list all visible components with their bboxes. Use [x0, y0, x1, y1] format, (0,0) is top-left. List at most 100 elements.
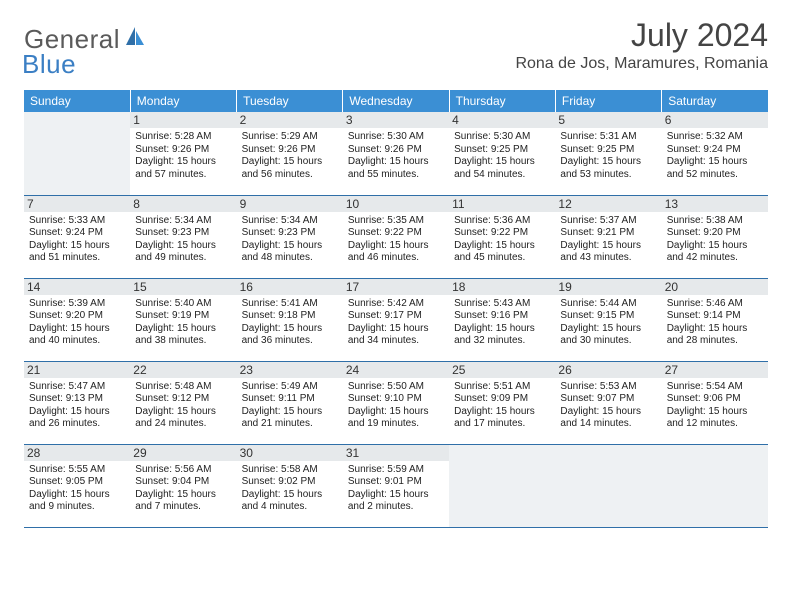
- sunset-line: Sunset: 9:26 PM: [348, 144, 444, 157]
- sunset-line: Sunset: 9:26 PM: [242, 144, 338, 157]
- sunset-line: Sunset: 9:26 PM: [135, 144, 231, 157]
- daylight-line: Daylight: 15 hours and 2 minutes.: [348, 489, 444, 514]
- calendar-day-cell: 24Sunrise: 5:50 AMSunset: 9:10 PMDayligh…: [343, 361, 449, 444]
- calendar-day-cell: 30Sunrise: 5:58 AMSunset: 9:02 PMDayligh…: [237, 444, 343, 527]
- daylight-line: Daylight: 15 hours and 38 minutes.: [135, 323, 231, 348]
- sunrise-line: Sunrise: 5:39 AM: [29, 298, 125, 311]
- calendar-week-row: 14Sunrise: 5:39 AMSunset: 9:20 PMDayligh…: [24, 278, 768, 361]
- sun-info: Sunrise: 5:48 AMSunset: 9:12 PMDaylight:…: [135, 381, 231, 431]
- sunrise-line: Sunrise: 5:31 AM: [560, 131, 656, 144]
- calendar-day-cell: 1Sunrise: 5:28 AMSunset: 9:26 PMDaylight…: [130, 112, 236, 195]
- daylight-line: Daylight: 15 hours and 42 minutes.: [667, 240, 763, 265]
- daylight-line: Daylight: 15 hours and 9 minutes.: [29, 489, 125, 514]
- calendar-day-cell: 17Sunrise: 5:42 AMSunset: 9:17 PMDayligh…: [343, 278, 449, 361]
- sunset-line: Sunset: 9:23 PM: [135, 227, 231, 240]
- sunrise-line: Sunrise: 5:34 AM: [242, 215, 338, 228]
- sunset-line: Sunset: 9:25 PM: [560, 144, 656, 157]
- calendar-week-row: 7Sunrise: 5:33 AMSunset: 9:24 PMDaylight…: [24, 195, 768, 278]
- day-number: 28: [24, 445, 130, 461]
- daylight-line: Daylight: 15 hours and 43 minutes.: [560, 240, 656, 265]
- day-header: Friday: [555, 90, 661, 112]
- calendar-day-cell: 13Sunrise: 5:38 AMSunset: 9:20 PMDayligh…: [662, 195, 768, 278]
- calendar-day-cell: 29Sunrise: 5:56 AMSunset: 9:04 PMDayligh…: [130, 444, 236, 527]
- daylight-line: Daylight: 15 hours and 17 minutes.: [454, 406, 550, 431]
- day-header: Thursday: [449, 90, 555, 112]
- calendar-day-cell: 12Sunrise: 5:37 AMSunset: 9:21 PMDayligh…: [555, 195, 661, 278]
- calendar-day-cell: 21Sunrise: 5:47 AMSunset: 9:13 PMDayligh…: [24, 361, 130, 444]
- daylight-line: Daylight: 15 hours and 46 minutes.: [348, 240, 444, 265]
- sun-info: Sunrise: 5:36 AMSunset: 9:22 PMDaylight:…: [454, 215, 550, 265]
- day-number: 2: [237, 112, 343, 128]
- sunset-line: Sunset: 9:13 PM: [29, 393, 125, 406]
- sunset-line: Sunset: 9:24 PM: [667, 144, 763, 157]
- daylight-line: Daylight: 15 hours and 12 minutes.: [667, 406, 763, 431]
- sunrise-line: Sunrise: 5:51 AM: [454, 381, 550, 394]
- sun-info: Sunrise: 5:34 AMSunset: 9:23 PMDaylight:…: [135, 215, 231, 265]
- day-header: Tuesday: [237, 90, 343, 112]
- sunset-line: Sunset: 9:25 PM: [454, 144, 550, 157]
- calendar-day-cell: 19Sunrise: 5:44 AMSunset: 9:15 PMDayligh…: [555, 278, 661, 361]
- daylight-line: Daylight: 15 hours and 55 minutes.: [348, 156, 444, 181]
- sun-info: Sunrise: 5:55 AMSunset: 9:05 PMDaylight:…: [29, 464, 125, 514]
- daylight-line: Daylight: 15 hours and 14 minutes.: [560, 406, 656, 431]
- sunset-line: Sunset: 9:15 PM: [560, 310, 656, 323]
- calendar-day-cell: 31Sunrise: 5:59 AMSunset: 9:01 PMDayligh…: [343, 444, 449, 527]
- day-number: 29: [130, 445, 236, 461]
- day-number: 20: [662, 279, 768, 295]
- calendar-week-row: 1Sunrise: 5:28 AMSunset: 9:26 PMDaylight…: [24, 112, 768, 195]
- sunrise-line: Sunrise: 5:44 AM: [560, 298, 656, 311]
- calendar-day-cell: 5Sunrise: 5:31 AMSunset: 9:25 PMDaylight…: [555, 112, 661, 195]
- day-number: 9: [237, 196, 343, 212]
- sunrise-line: Sunrise: 5:42 AM: [348, 298, 444, 311]
- calendar-day-cell: 18Sunrise: 5:43 AMSunset: 9:16 PMDayligh…: [449, 278, 555, 361]
- sun-info: Sunrise: 5:49 AMSunset: 9:11 PMDaylight:…: [242, 381, 338, 431]
- sun-info: Sunrise: 5:37 AMSunset: 9:21 PMDaylight:…: [560, 215, 656, 265]
- calendar-day-cell: [449, 444, 555, 527]
- sun-info: Sunrise: 5:39 AMSunset: 9:20 PMDaylight:…: [29, 298, 125, 348]
- sunset-line: Sunset: 9:20 PM: [667, 227, 763, 240]
- sunrise-line: Sunrise: 5:49 AM: [242, 381, 338, 394]
- day-number: 1: [130, 112, 236, 128]
- sunset-line: Sunset: 9:16 PM: [454, 310, 550, 323]
- calendar-day-cell: 23Sunrise: 5:49 AMSunset: 9:11 PMDayligh…: [237, 361, 343, 444]
- sun-info: Sunrise: 5:31 AMSunset: 9:25 PMDaylight:…: [560, 131, 656, 181]
- sunset-line: Sunset: 9:05 PM: [29, 476, 125, 489]
- sunrise-line: Sunrise: 5:30 AM: [348, 131, 444, 144]
- daylight-line: Daylight: 15 hours and 36 minutes.: [242, 323, 338, 348]
- day-number: 10: [343, 196, 449, 212]
- day-number: 17: [343, 279, 449, 295]
- daylight-line: Daylight: 15 hours and 51 minutes.: [29, 240, 125, 265]
- sunset-line: Sunset: 9:19 PM: [135, 310, 231, 323]
- day-number: 6: [662, 112, 768, 128]
- sunset-line: Sunset: 9:11 PM: [242, 393, 338, 406]
- location-text: Rona de Jos, Maramures, Romania: [515, 55, 768, 73]
- title-block: July 2024 Rona de Jos, Maramures, Romani…: [515, 18, 768, 73]
- daylight-line: Daylight: 15 hours and 52 minutes.: [667, 156, 763, 181]
- sun-info: Sunrise: 5:32 AMSunset: 9:24 PMDaylight:…: [667, 131, 763, 181]
- sunset-line: Sunset: 9:14 PM: [667, 310, 763, 323]
- sun-info: Sunrise: 5:59 AMSunset: 9:01 PMDaylight:…: [348, 464, 444, 514]
- sunrise-line: Sunrise: 5:40 AM: [135, 298, 231, 311]
- calendar-day-cell: 11Sunrise: 5:36 AMSunset: 9:22 PMDayligh…: [449, 195, 555, 278]
- sunrise-line: Sunrise: 5:34 AM: [135, 215, 231, 228]
- daylight-line: Daylight: 15 hours and 49 minutes.: [135, 240, 231, 265]
- sunrise-line: Sunrise: 5:29 AM: [242, 131, 338, 144]
- daylight-line: Daylight: 15 hours and 24 minutes.: [135, 406, 231, 431]
- calendar-day-cell: 9 Sunrise: 5:34 AMSunset: 9:23 PMDaylight…: [237, 195, 343, 278]
- sunrise-line: Sunrise: 5:53 AM: [560, 381, 656, 394]
- sun-info: Sunrise: 5:34 AMSunset: 9:23 PMDaylight:…: [242, 215, 338, 265]
- calendar-day-cell: 16Sunrise: 5:41 AMSunset: 9:18 PMDayligh…: [237, 278, 343, 361]
- sunrise-line: Sunrise: 5:28 AM: [135, 131, 231, 144]
- daylight-line: Daylight: 15 hours and 32 minutes.: [454, 323, 550, 348]
- day-number: 7: [24, 196, 130, 212]
- sunrise-line: Sunrise: 5:36 AM: [454, 215, 550, 228]
- sunrise-line: Sunrise: 5:37 AM: [560, 215, 656, 228]
- month-title: July 2024: [515, 18, 768, 53]
- calendar-day-cell: 8Sunrise: 5:34 AMSunset: 9:23 PMDaylight…: [130, 195, 236, 278]
- daylight-line: Daylight: 15 hours and 21 minutes.: [242, 406, 338, 431]
- calendar-day-cell: 3Sunrise: 5:30 AMSunset: 9:26 PMDaylight…: [343, 112, 449, 195]
- calendar-day-cell: 7Sunrise: 5:33 AMSunset: 9:24 PMDaylight…: [24, 195, 130, 278]
- day-number: 30: [237, 445, 343, 461]
- sunset-line: Sunset: 9:22 PM: [454, 227, 550, 240]
- sunrise-line: Sunrise: 5:32 AM: [667, 131, 763, 144]
